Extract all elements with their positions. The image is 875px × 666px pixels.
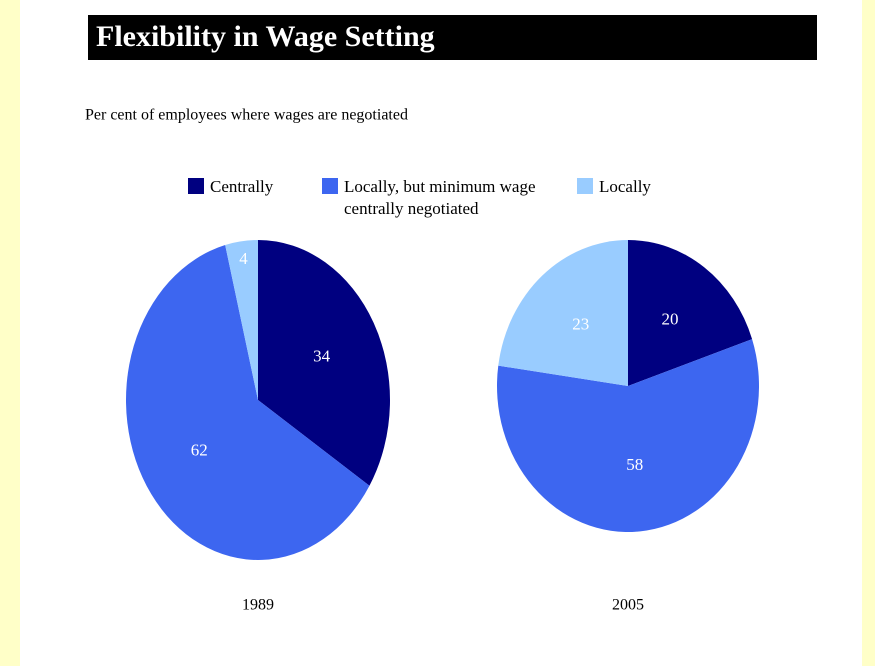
legend-label: Centrally <box>210 177 274 196</box>
data-label: 34 <box>313 347 331 366</box>
chart-title: Flexibility in Wage Setting <box>96 20 435 53</box>
pie-slice <box>258 240 390 486</box>
legend-swatch <box>577 178 593 194</box>
legend-swatch <box>188 178 204 194</box>
legend-item: Locally <box>577 176 651 198</box>
legend-label: Locally, but minimum wage centrally nego… <box>344 177 536 218</box>
pie-label: 1989 <box>242 597 274 614</box>
legend-item: Locally, but minimum wage centrally nego… <box>322 176 544 220</box>
pie-label: 2005 <box>612 597 644 614</box>
legend-label: Locally <box>599 177 651 196</box>
pie-slice <box>497 339 759 532</box>
title-bar <box>88 15 817 60</box>
legend-item: Centrally <box>188 176 273 198</box>
pie-slice <box>126 245 370 561</box>
pie-slice <box>628 240 753 386</box>
pie-slice <box>498 240 628 386</box>
data-label: 62 <box>191 441 208 460</box>
legend-swatch <box>322 178 338 194</box>
pie-slice <box>225 240 258 400</box>
subtitle: Per cent of employees where wages are ne… <box>85 107 408 124</box>
data-label: 58 <box>626 455 643 474</box>
data-label: 23 <box>572 314 589 333</box>
data-label: 20 <box>661 310 678 329</box>
data-label: 4 <box>239 249 248 268</box>
